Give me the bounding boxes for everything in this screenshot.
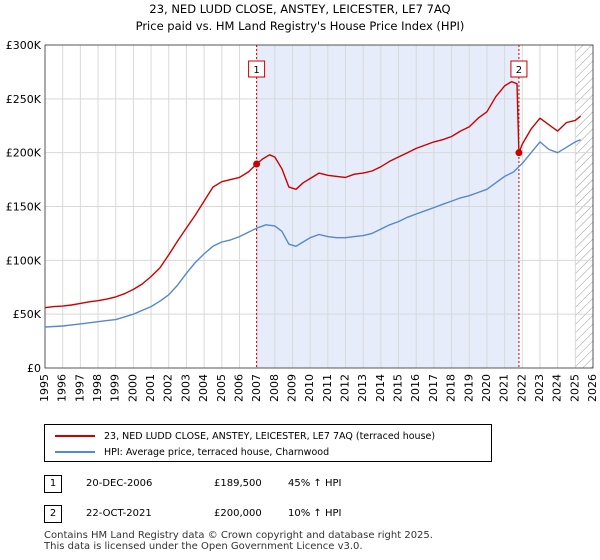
sale-hpi-change: 10% ↑ HPI bbox=[288, 508, 342, 519]
hpi-line bbox=[44, 139, 581, 328]
sale-label-box bbox=[510, 60, 528, 78]
sale-number-badge: 1 bbox=[44, 475, 62, 493]
x-tick-label: 1998 bbox=[91, 374, 104, 402]
x-tick-label: 2020 bbox=[480, 374, 493, 402]
legend-item-hpi: HPI: Average price, terraced house, Char… bbox=[45, 444, 329, 460]
x-tick-label: 2021 bbox=[498, 374, 511, 402]
sale-point bbox=[515, 149, 523, 157]
y-axis: £0 £50K £100K £150K £200K £250K £300K bbox=[6, 39, 42, 375]
sale-number-badge: 2 bbox=[44, 505, 62, 523]
legend-label-hpi: HPI: Average price, terraced house, Char… bbox=[104, 446, 330, 458]
grid-lines bbox=[44, 44, 594, 369]
x-tick-label: 2023 bbox=[533, 374, 546, 402]
x-tick-label: 2016 bbox=[409, 374, 422, 402]
x-tick-label: 2009 bbox=[285, 374, 298, 402]
x-tick-label: 2018 bbox=[445, 374, 458, 402]
y-tick-label: £0 bbox=[27, 362, 41, 375]
y-tick-label: £150K bbox=[6, 201, 42, 214]
x-tick-label: 2022 bbox=[515, 374, 528, 402]
chart-title: 23, NED LUDD CLOSE, ANSTEY, LEICESTER, L… bbox=[149, 2, 450, 16]
x-tick-label: 2012 bbox=[339, 374, 352, 402]
x-tick-label: 2025 bbox=[568, 374, 581, 402]
x-tick-label: 2003 bbox=[179, 374, 192, 402]
sale-label: 1 bbox=[253, 65, 259, 76]
x-tick-label: 2005 bbox=[215, 374, 228, 402]
x-tick-label: 2006 bbox=[232, 374, 245, 402]
x-tick-label: 2014 bbox=[374, 374, 387, 402]
x-tick-label: 2015 bbox=[392, 374, 405, 402]
x-tick-label: 2011 bbox=[321, 374, 334, 402]
sale-label-box bbox=[248, 60, 266, 78]
legend: 23, NED LUDD CLOSE, ANSTEY, LEICESTER, L… bbox=[44, 424, 492, 462]
x-tick-label: 1997 bbox=[73, 374, 86, 402]
legend-label-property: 23, NED LUDD CLOSE, ANSTEY, LEICESTER, L… bbox=[104, 430, 436, 442]
y-tick-label: £100K bbox=[6, 254, 42, 267]
footer-licence: This data is licensed under the Open Gov… bbox=[44, 541, 363, 552]
x-tick-label: 2000 bbox=[126, 374, 139, 402]
property-price-line bbox=[44, 80, 582, 309]
x-tick-label: 2024 bbox=[551, 374, 564, 402]
chart-subtitle: Price paid vs. HM Land Registry's House … bbox=[136, 19, 465, 33]
y-tick-label: £50K bbox=[13, 308, 42, 321]
y-tick-label: £300K bbox=[6, 39, 42, 52]
sale-label: 2 bbox=[516, 65, 522, 76]
legend-item-property: 23, NED LUDD CLOSE, ANSTEY, LEICESTER, L… bbox=[45, 428, 435, 444]
x-tick-label: 1999 bbox=[109, 374, 122, 402]
x-tick-label: 2007 bbox=[250, 374, 263, 402]
sale-hpi-change: 45% ↑ HPI bbox=[288, 478, 342, 489]
price-chart: 23, NED LUDD CLOSE, ANSTEY, LEICESTER, L… bbox=[6, 2, 599, 402]
x-tick-label: 2013 bbox=[356, 374, 369, 402]
sale-date: 20-DEC-2006 bbox=[86, 478, 153, 489]
footer: Contains HM Land Registry data © Crown c… bbox=[44, 530, 433, 552]
sale-date: 22-OCT-2021 bbox=[86, 508, 152, 519]
y-tick-label: £200K bbox=[6, 147, 42, 160]
x-tick-label: 2002 bbox=[162, 374, 175, 402]
footer-copyright: Contains HM Land Registry data © Crown c… bbox=[44, 530, 433, 541]
x-axis: 1995 1996 1997 1998 1999 2000 2001 2002 2003 2004… bbox=[38, 374, 599, 402]
legend-swatch-hpi bbox=[55, 451, 95, 453]
sale-point bbox=[253, 160, 261, 168]
sale-price: £189,500 bbox=[214, 478, 262, 489]
plot-border bbox=[44, 44, 594, 369]
series-lines bbox=[44, 80, 582, 328]
x-tick-label: 2001 bbox=[144, 374, 157, 402]
x-tick-label: 2004 bbox=[197, 374, 210, 402]
x-tick-label: 1996 bbox=[56, 374, 69, 402]
x-tick-label: 2010 bbox=[303, 374, 316, 402]
x-tick-label: 2008 bbox=[268, 374, 281, 402]
y-tick-label: £250K bbox=[6, 93, 42, 106]
x-tick-label: 1995 bbox=[38, 374, 51, 402]
x-tick-label: 2019 bbox=[462, 374, 475, 402]
sale-price: £200,000 bbox=[214, 508, 262, 519]
legend-swatch-property bbox=[55, 435, 95, 437]
x-tick-label: 2017 bbox=[427, 374, 440, 402]
x-tick-label: 2026 bbox=[586, 374, 599, 402]
